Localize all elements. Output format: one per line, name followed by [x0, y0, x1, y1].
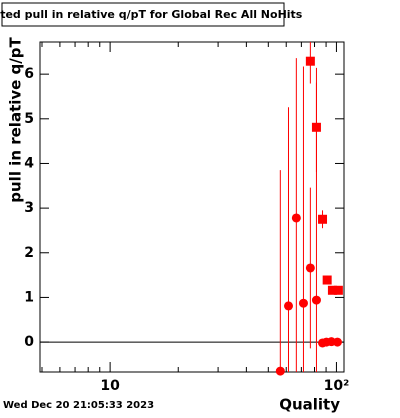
y-tick-label: 2 — [24, 245, 34, 261]
point — [311, 122, 321, 132]
point — [305, 56, 315, 66]
x-tick-label: 10 — [100, 378, 120, 394]
chart-title: Fitted pull in relative q/pT for Global … — [0, 8, 303, 21]
point — [322, 275, 332, 285]
title-box — [1, 2, 285, 27]
y-axis-label: pull in relative q/pT — [7, 36, 25, 202]
footer: Wed Dec 20 21:05:33 2023 — [3, 400, 154, 411]
y-tick-label: 5 — [24, 111, 34, 127]
point — [275, 366, 285, 376]
point — [311, 295, 321, 305]
point — [332, 337, 342, 347]
y-tick-label: 3 — [24, 200, 34, 216]
point — [283, 301, 293, 311]
point — [305, 263, 315, 273]
x-tick-label: 10² — [324, 378, 350, 394]
x-axis-label: Quality — [279, 396, 340, 414]
point — [298, 298, 308, 308]
y-tick-label: 6 — [24, 66, 34, 82]
plot-frame — [39, 41, 345, 373]
point — [291, 213, 301, 223]
point — [327, 285, 337, 295]
point — [333, 285, 343, 295]
y-tick-label: 4 — [24, 155, 34, 171]
y-tick-label: 1 — [24, 289, 34, 305]
y-tick-label: 0 — [24, 334, 34, 350]
point — [318, 214, 328, 224]
